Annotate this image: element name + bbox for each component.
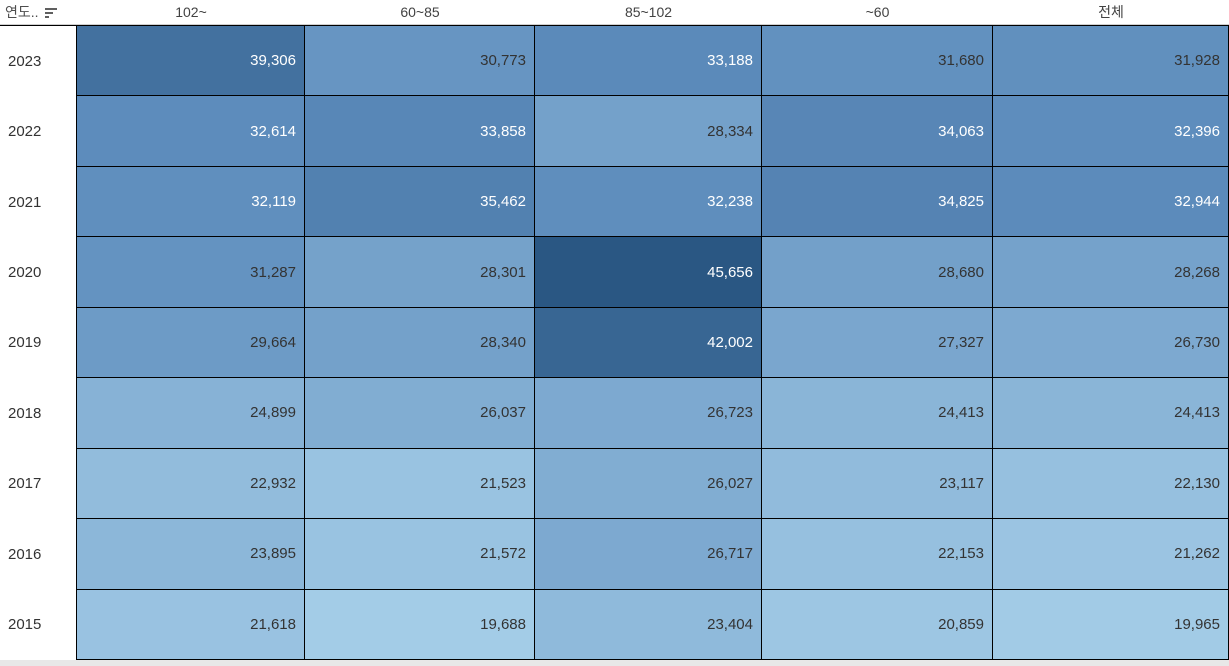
row-label-2022[interactable]: 2022	[0, 96, 77, 167]
cell-2015-전체[interactable]: 19,965	[993, 589, 1229, 660]
row-label-2020[interactable]: 2020	[0, 237, 77, 308]
cell-2022-60~85[interactable]: 33,858	[305, 96, 535, 167]
heatmap-grid: 2023 39,306 30,773 33,188 31,680 31,928 2022 32…	[0, 25, 1229, 660]
column-header-0[interactable]: 102~	[175, 4, 207, 20]
cell-2018-60~85[interactable]: 26,037	[305, 378, 535, 449]
column-header-4[interactable]: 전체	[1098, 4, 1124, 20]
cell-2018-~60[interactable]: 24,413	[762, 378, 993, 449]
column-header-1[interactable]: 60~85	[400, 4, 440, 20]
cell-2021-85~102[interactable]: 32,238	[535, 166, 762, 238]
cell-2017-102~[interactable]: 22,932	[77, 448, 305, 520]
cell-2020-102~[interactable]: 31,287	[77, 237, 305, 308]
cell-2016-~60[interactable]: 22,153	[762, 519, 993, 590]
cell-2015-60~85[interactable]: 19,688	[305, 589, 535, 660]
cell-2020-85~102[interactable]: 45,656	[535, 237, 762, 308]
cell-2016-85~102[interactable]: 26,717	[535, 519, 762, 590]
cell-2022-전체[interactable]: 32,396	[993, 96, 1229, 167]
cell-2021-전체[interactable]: 32,944	[993, 166, 1229, 238]
cell-2023-102~[interactable]: 39,306	[77, 26, 305, 97]
cell-2023-85~102[interactable]: 33,188	[535, 26, 762, 97]
cell-2023-60~85[interactable]: 30,773	[305, 26, 535, 97]
cell-2015-85~102[interactable]: 23,404	[535, 589, 762, 660]
cell-2023-~60[interactable]: 31,680	[762, 26, 993, 97]
cell-2020-전체[interactable]: 28,268	[993, 237, 1229, 308]
cell-2015-~60[interactable]: 20,859	[762, 589, 993, 660]
cell-2023-전체[interactable]: 31,928	[993, 26, 1229, 97]
row-label-2015[interactable]: 2015	[0, 589, 77, 660]
cell-2016-102~[interactable]: 23,895	[77, 519, 305, 590]
cell-2018-85~102[interactable]: 26,723	[535, 378, 762, 449]
cell-2016-60~85[interactable]: 21,572	[305, 519, 535, 590]
row-label-2016[interactable]: 2016	[0, 519, 77, 590]
row-dimension-header[interactable]: 연도..	[0, 0, 77, 24]
horizontal-scrollbar[interactable]	[0, 660, 1229, 666]
cell-2022-102~[interactable]: 32,614	[77, 96, 305, 167]
cell-2017-85~102[interactable]: 26,027	[535, 448, 762, 520]
cell-2020-60~85[interactable]: 28,301	[305, 237, 535, 308]
cell-2016-전체[interactable]: 21,262	[993, 519, 1229, 590]
row-label-2017[interactable]: 2017	[0, 448, 77, 520]
cell-2022-~60[interactable]: 34,063	[762, 96, 993, 167]
row-label-2021[interactable]: 2021	[0, 166, 77, 238]
cell-2018-전체[interactable]: 24,413	[993, 378, 1229, 449]
cell-2019-~60[interactable]: 27,327	[762, 307, 993, 379]
cell-2019-전체[interactable]: 26,730	[993, 307, 1229, 379]
cell-2020-~60[interactable]: 28,680	[762, 237, 993, 308]
cell-2017-~60[interactable]: 23,117	[762, 448, 993, 520]
cell-2021-~60[interactable]: 34,825	[762, 166, 993, 238]
cell-2021-102~[interactable]: 32,119	[77, 166, 305, 238]
cell-2017-전체[interactable]: 22,130	[993, 448, 1229, 520]
cell-2019-60~85[interactable]: 28,340	[305, 307, 535, 379]
cell-2021-60~85[interactable]: 35,462	[305, 166, 535, 238]
row-label-2023[interactable]: 2023	[0, 26, 77, 97]
row-dimension-label: 연도..	[5, 4, 39, 20]
sort-descending-icon[interactable]	[44, 8, 57, 18]
cell-2019-85~102[interactable]: 42,002	[535, 307, 762, 379]
cell-2022-85~102[interactable]: 28,334	[535, 96, 762, 167]
row-label-2019[interactable]: 2019	[0, 307, 77, 379]
cell-2018-102~[interactable]: 24,899	[77, 378, 305, 449]
cell-2015-102~[interactable]: 21,618	[77, 589, 305, 660]
column-header-3[interactable]: ~60	[865, 4, 890, 20]
cell-2019-102~[interactable]: 29,664	[77, 307, 305, 379]
row-label-2018[interactable]: 2018	[0, 378, 77, 449]
column-header-row: 연도.. 102~ 60~85 85~102 ~60 전체	[0, 0, 1229, 25]
column-header-2[interactable]: 85~102	[624, 4, 673, 20]
cell-2017-60~85[interactable]: 21,523	[305, 448, 535, 520]
